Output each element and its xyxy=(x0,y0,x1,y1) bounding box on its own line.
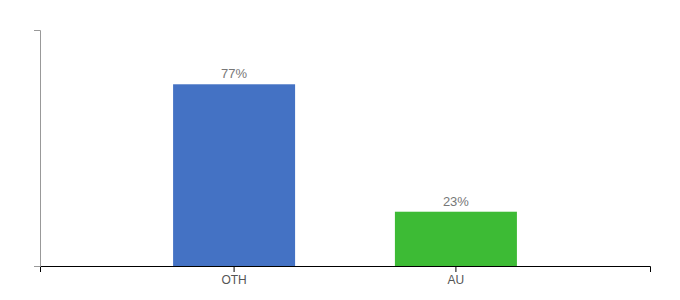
bar xyxy=(173,84,295,266)
x-tick: AU xyxy=(448,266,465,287)
data-label: 77% xyxy=(221,66,247,81)
x-tick: OTH xyxy=(221,266,246,287)
y-axis-line xyxy=(34,31,41,267)
x-axis: OTH AU xyxy=(41,266,651,287)
x-tick-mark xyxy=(234,266,235,272)
chart: OTH AU 77% 23% xyxy=(0,0,680,300)
x-axis-line xyxy=(41,267,651,273)
data-labels: 77% 23% xyxy=(221,66,469,208)
x-tick-label: AU xyxy=(448,273,465,287)
data-label: 23% xyxy=(443,194,469,209)
x-tick-mark xyxy=(455,266,456,272)
x-tick-label: OTH xyxy=(221,273,246,287)
bar xyxy=(395,212,517,266)
plot: OTH AU 77% 23% xyxy=(34,31,651,287)
y-axis xyxy=(34,31,41,267)
bars xyxy=(173,84,517,266)
